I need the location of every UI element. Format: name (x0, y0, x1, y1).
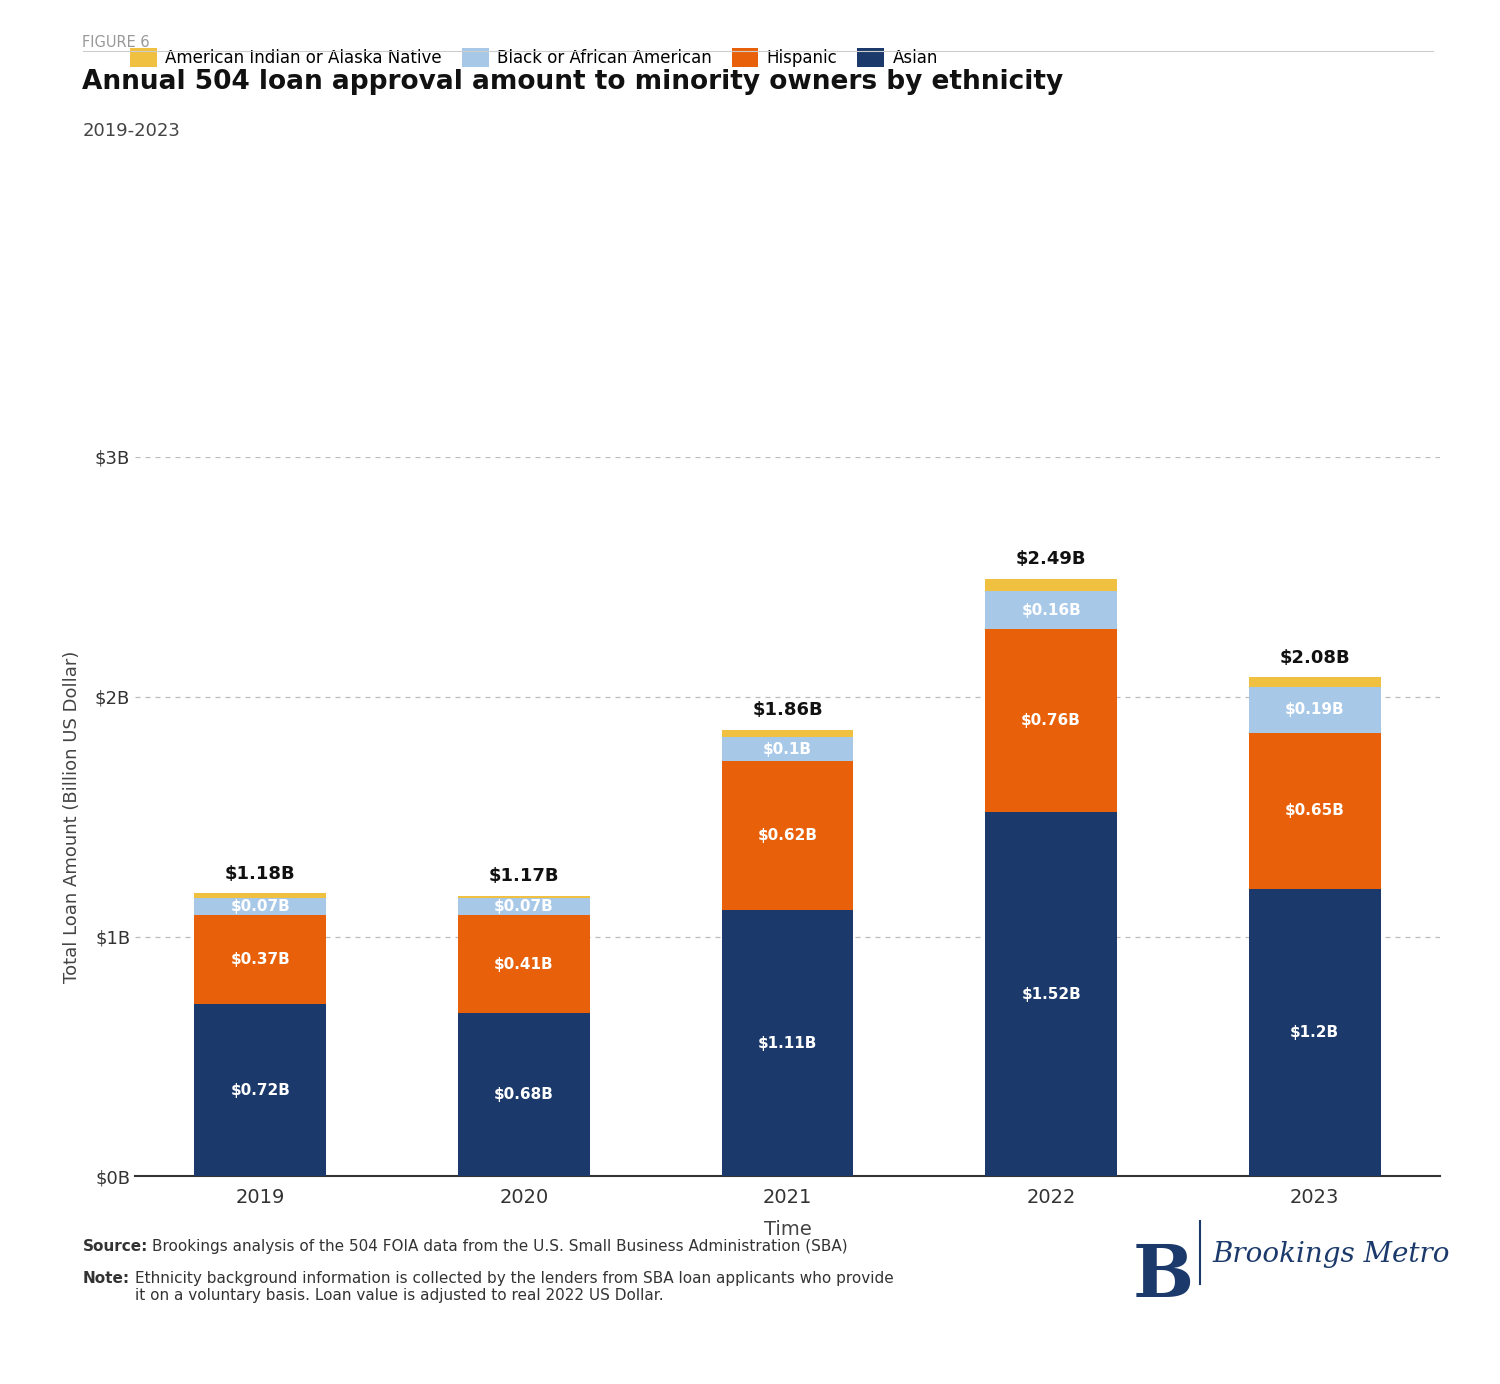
Text: Source:: Source: (82, 1239, 148, 1254)
Text: Brookings analysis of the 504 FOIA data from the U.S. Small Business Administrat: Brookings analysis of the 504 FOIA data … (152, 1239, 848, 1254)
Text: B: B (1132, 1241, 1194, 1312)
Bar (1250, 686, 1380, 732)
Text: $0.16B: $0.16B (1022, 603, 1082, 617)
Text: $1.52B: $1.52B (1022, 987, 1082, 1002)
Bar (458, 898, 590, 915)
Text: $1.18B: $1.18B (225, 865, 296, 883)
Text: $0.37B: $0.37B (231, 952, 290, 967)
Y-axis label: Total Loan Amount (Billion US Dollar): Total Loan Amount (Billion US Dollar) (63, 650, 81, 983)
Legend: American Indian or Alaska Native, Black or African American, Hispanic, Asian: American Indian or Alaska Native, Black … (130, 47, 938, 66)
Text: $1.11B: $1.11B (758, 1035, 818, 1050)
Bar (195, 893, 326, 898)
Text: $1.2B: $1.2B (1290, 1026, 1340, 1039)
Text: $0.62B: $0.62B (758, 828, 818, 843)
Text: $0.65B: $0.65B (1286, 803, 1344, 818)
Text: Annual 504 loan approval amount to minority owners by ethnicity: Annual 504 loan approval amount to minor… (82, 69, 1064, 95)
Text: $0.68B: $0.68B (494, 1088, 554, 1102)
Text: $0.07B: $0.07B (494, 900, 554, 913)
Text: Brookings Metro: Brookings Metro (1212, 1241, 1449, 1269)
Bar (722, 738, 854, 761)
X-axis label: Time: Time (764, 1221, 812, 1240)
Bar (458, 1013, 590, 1176)
Bar (1250, 732, 1380, 889)
Bar (722, 761, 854, 911)
Text: $0.41B: $0.41B (494, 956, 554, 972)
Text: FIGURE 6: FIGURE 6 (82, 35, 150, 50)
Text: Note:: Note: (82, 1271, 129, 1286)
Text: 2019-2023: 2019-2023 (82, 122, 180, 140)
Text: $0.72B: $0.72B (231, 1082, 290, 1098)
Bar (195, 915, 326, 1003)
Bar (458, 895, 590, 898)
Text: $0.07B: $0.07B (231, 900, 290, 913)
Bar (722, 911, 854, 1176)
Text: $0.19B: $0.19B (1286, 702, 1344, 717)
Bar (458, 915, 590, 1013)
Text: $2.08B: $2.08B (1280, 649, 1350, 667)
Text: Ethnicity background information is collected by the lenders from SBA loan appli: Ethnicity background information is coll… (135, 1271, 894, 1302)
Bar (986, 591, 1118, 630)
Text: $0.76B: $0.76B (1022, 713, 1082, 728)
Bar (195, 1003, 326, 1176)
Bar (986, 630, 1118, 812)
Bar (722, 731, 854, 738)
Bar (1250, 677, 1380, 686)
Bar (1250, 889, 1380, 1176)
Bar (986, 812, 1118, 1176)
Text: $2.49B: $2.49B (1016, 551, 1086, 569)
Text: $1.17B: $1.17B (489, 866, 560, 884)
Text: $0.1B: $0.1B (764, 742, 812, 757)
Bar (195, 898, 326, 915)
Text: $1.86B: $1.86B (752, 702, 824, 720)
Bar (986, 579, 1118, 591)
